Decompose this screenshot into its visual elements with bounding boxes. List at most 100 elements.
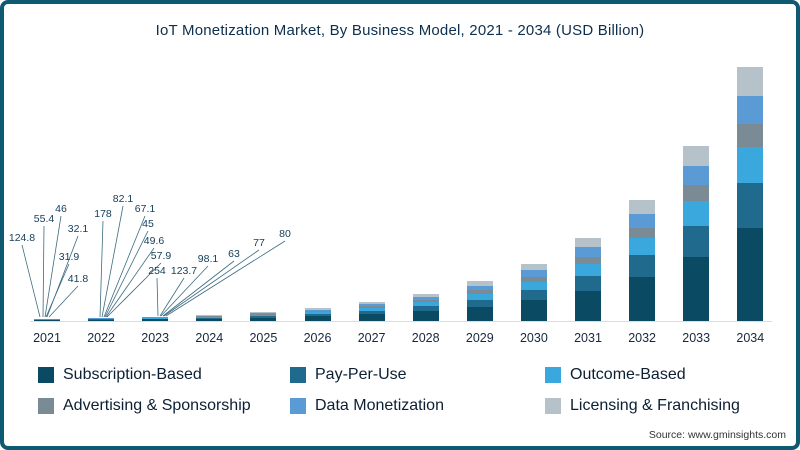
bar-segment-outcome-based (196, 316, 223, 318)
bar-segment-pay-per-use (304, 313, 331, 317)
x-axis-tick-label-2031: 2031 (574, 331, 602, 345)
x-axis-tick-label-2029: 2029 (465, 331, 494, 345)
bar-segment-outcome-based (575, 264, 601, 276)
bar-segment-outcome-based (737, 147, 764, 184)
bar-segment-licensing-franchising (358, 302, 385, 305)
bar-segment-licensing-franchising (683, 145, 710, 166)
legend-swatch-pay-per-use (290, 367, 306, 383)
bar-segment-advertising-sponsorship (196, 316, 223, 317)
legend-item-licensing-franchising: Licensing & Franchising (545, 397, 768, 415)
bar-segment-subscription-based (683, 257, 710, 321)
bar-segment-data-monetization (520, 270, 547, 277)
x-axis-tick-label-2030: 2030 (519, 331, 548, 345)
bar-segment-licensing-franchising (520, 263, 547, 271)
stacked-bar-2026 (304, 308, 331, 321)
bar-segment-subscription-based (142, 319, 169, 321)
bar-segment-subscription-based (520, 300, 547, 321)
legend-swatch-subscription-based (38, 367, 54, 383)
source-attribution: Source: www.gminsights.com (648, 429, 786, 441)
bar-segment-subscription-based (358, 314, 385, 321)
bar-segment-outcome-based (412, 302, 439, 307)
bar-segment-pay-per-use (683, 225, 710, 258)
bar-segment-pay-per-use (466, 299, 493, 307)
bar-segment-pay-per-use (88, 319, 115, 320)
bar-segment-pay-per-use (196, 317, 223, 319)
stacked-bar-2033 (683, 145, 710, 321)
x-axis-tick-label-2027: 2027 (357, 331, 386, 345)
bar-segment-licensing-franchising (304, 308, 331, 310)
stacked-bar-2023 (142, 316, 169, 321)
stacked-bar-2025 (250, 312, 277, 321)
bar-segment-subscription-based (737, 228, 764, 321)
bar-segment-subscription-based (250, 317, 277, 321)
chart-title: IoT Monetization Market, By Business Mod… (155, 22, 645, 39)
legend-label-data-monetization: Data Monetization (315, 397, 444, 414)
x-axis-tick-label-2026: 2026 (303, 331, 332, 345)
bar-segment-advertising-sponsorship (629, 227, 656, 239)
bar-segment-advertising-sponsorship (737, 124, 764, 148)
bar-segment-data-monetization (629, 214, 656, 228)
bar-segment-outcome-based (683, 201, 710, 226)
legend-label-advertising-sponsorship: Advertising & Sponsorship (63, 397, 251, 414)
bar-segment-data-monetization (358, 304, 385, 307)
stacked-bar-2029 (466, 281, 493, 321)
stacked-bar-2034 (737, 67, 764, 321)
bar-segment-subscription-based (304, 316, 331, 321)
legend-item-subscription-based: Subscription-Based (38, 366, 290, 384)
bar-segment-subscription-based (412, 311, 439, 321)
x-axis-tick-label-2021: 2021 (33, 331, 61, 345)
bar-segment-advertising-sponsorship (358, 306, 385, 309)
legend-item-outcome-based: Outcome-Based (545, 366, 768, 384)
x-axis-tick-label-2024: 2024 (195, 331, 224, 345)
x-axis-tick-label-2022: 2022 (87, 331, 115, 345)
bar-segment-pay-per-use (629, 255, 656, 277)
bar-segment-pay-per-use (250, 316, 277, 318)
bar-segment-pay-per-use (520, 289, 547, 301)
stacked-bar-2028 (412, 293, 439, 321)
legend-item-data-monetization: Data Monetization (290, 397, 545, 415)
x-axis-tick-label-2032: 2032 (628, 331, 656, 345)
legend-swatch-advertising-sponsorship (38, 398, 54, 414)
bar-segment-pay-per-use (412, 306, 439, 312)
legend-label-outcome-based: Outcome-Based (570, 366, 686, 383)
bar-segment-outcome-based (629, 238, 656, 256)
bar-segment-advertising-sponsorship (683, 185, 710, 202)
legend-label-pay-per-use: Pay-Per-Use (315, 366, 407, 383)
legend-swatch-outcome-based (545, 367, 561, 383)
bar-segment-licensing-franchising (466, 281, 493, 286)
legend-item-advertising-sponsorship: Advertising & Sponsorship (38, 397, 290, 415)
stacked-bar-2032 (629, 200, 656, 321)
stacked-bar-2030 (520, 263, 547, 321)
legend-label-subscription-based: Subscription-Based (63, 366, 202, 383)
bar-segment-advertising-sponsorship (520, 276, 547, 282)
bar-segment-data-monetization (737, 96, 764, 125)
x-axis-tick-label-2028: 2028 (411, 331, 440, 345)
bar-segment-advertising-sponsorship (412, 299, 439, 303)
legend-item-pay-per-use: Pay-Per-Use (290, 366, 545, 384)
x-axis-tick-label-2034: 2034 (736, 331, 765, 345)
bar-segment-pay-per-use (575, 275, 601, 291)
stacked-bar-2024 (196, 314, 223, 321)
bar-segment-outcome-based (466, 293, 493, 300)
bar-segment-licensing-franchising (575, 237, 601, 248)
bar-segment-data-monetization (412, 296, 439, 300)
legend: Subscription-Based Pay-Per-Use Outcome-Bas… (38, 366, 768, 415)
bar-segment-pay-per-use (737, 183, 764, 229)
bar-segment-outcome-based (520, 281, 547, 290)
bar-segment-outcome-based (358, 308, 385, 311)
bar-segment-subscription-based (466, 306, 493, 321)
stacked-bar-2031 (575, 237, 601, 321)
bar-segment-subscription-based (575, 290, 601, 321)
bar-segment-subscription-based (629, 276, 656, 321)
bar-segment-data-monetization (466, 285, 493, 291)
bar-segment-data-monetization (304, 309, 331, 311)
bar-segment-pay-per-use (142, 318, 169, 320)
x-axis-tick-label-2023: 2023 (141, 331, 170, 345)
bar-segment-data-monetization (683, 166, 710, 186)
bar-segment-advertising-sponsorship (304, 310, 331, 313)
x-axis-tick-label-2033: 2033 (682, 331, 711, 345)
legend-label-licensing-franchising: Licensing & Franchising (570, 397, 740, 414)
stacked-bar-2027 (358, 302, 385, 321)
bar-segment-advertising-sponsorship (466, 290, 493, 294)
